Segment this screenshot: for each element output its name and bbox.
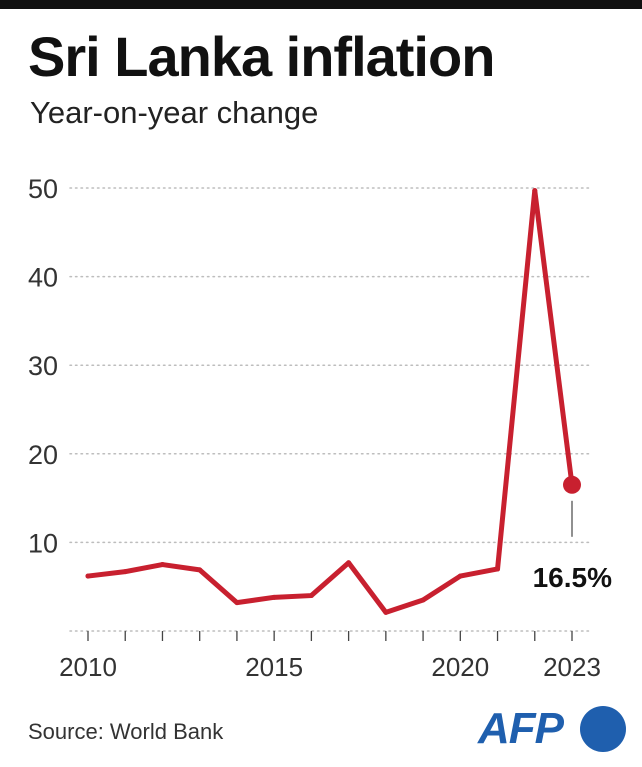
- data-point-2022: [532, 188, 538, 194]
- y-tick-label-30: 30: [28, 351, 58, 381]
- data-point-2013: [197, 567, 203, 573]
- y-tick-label-40: 40: [28, 263, 58, 293]
- afp-logo: AFP: [478, 700, 628, 756]
- y-tick-label-50: 50: [28, 174, 58, 204]
- data-point-2015: [271, 594, 277, 600]
- data-point-2018: [383, 609, 389, 615]
- afp-logo-dot-icon: [580, 706, 626, 752]
- x-tick-label-2023: 2023: [543, 652, 601, 682]
- chart-subtitle: Year-on-year change: [30, 95, 319, 130]
- data-point-2020: [457, 573, 463, 579]
- data-point-2016: [308, 593, 314, 599]
- x-axis: 2010 2015 2020 2023: [59, 630, 601, 682]
- x-tick-label-2020: 2020: [431, 652, 489, 682]
- annotation-layer: 16.5%: [533, 475, 612, 593]
- data-point-2017: [346, 560, 352, 566]
- y-tick-label-10: 10: [28, 528, 58, 558]
- data-point-2012: [159, 562, 165, 568]
- inflation-line-chart: 10 20 30 40 50 2010 2015 2020 2023 16.5%: [28, 174, 612, 682]
- data-point-2011: [122, 569, 128, 575]
- series-line-0: [85, 188, 575, 615]
- y-tick-label-20: 20: [28, 440, 58, 470]
- series-layer: [85, 188, 575, 615]
- y-tick-labels: 10 20 30 40 50: [28, 174, 58, 558]
- data-point-2019: [420, 597, 426, 603]
- afp-logo-text: AFP: [478, 704, 564, 753]
- data-point-2010: [85, 573, 91, 579]
- chart-title: Sri Lanka inflation: [28, 25, 495, 88]
- x-tick-label-2010: 2010: [59, 652, 117, 682]
- annotation-label: 16.5%: [533, 562, 612, 593]
- highlight-point-2023: [563, 475, 581, 494]
- grid-layer: [69, 187, 591, 544]
- data-point-2021: [495, 566, 501, 572]
- top-rule: [0, 0, 642, 9]
- source-note: Source: World Bank: [28, 719, 224, 744]
- x-tick-label-2015: 2015: [245, 652, 303, 682]
- data-point-2014: [234, 600, 240, 606]
